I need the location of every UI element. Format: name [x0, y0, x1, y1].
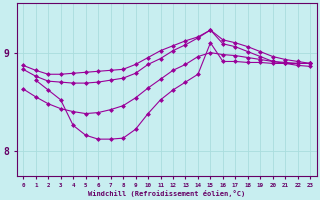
X-axis label: Windchill (Refroidissement éolien,°C): Windchill (Refroidissement éolien,°C): [88, 190, 245, 197]
